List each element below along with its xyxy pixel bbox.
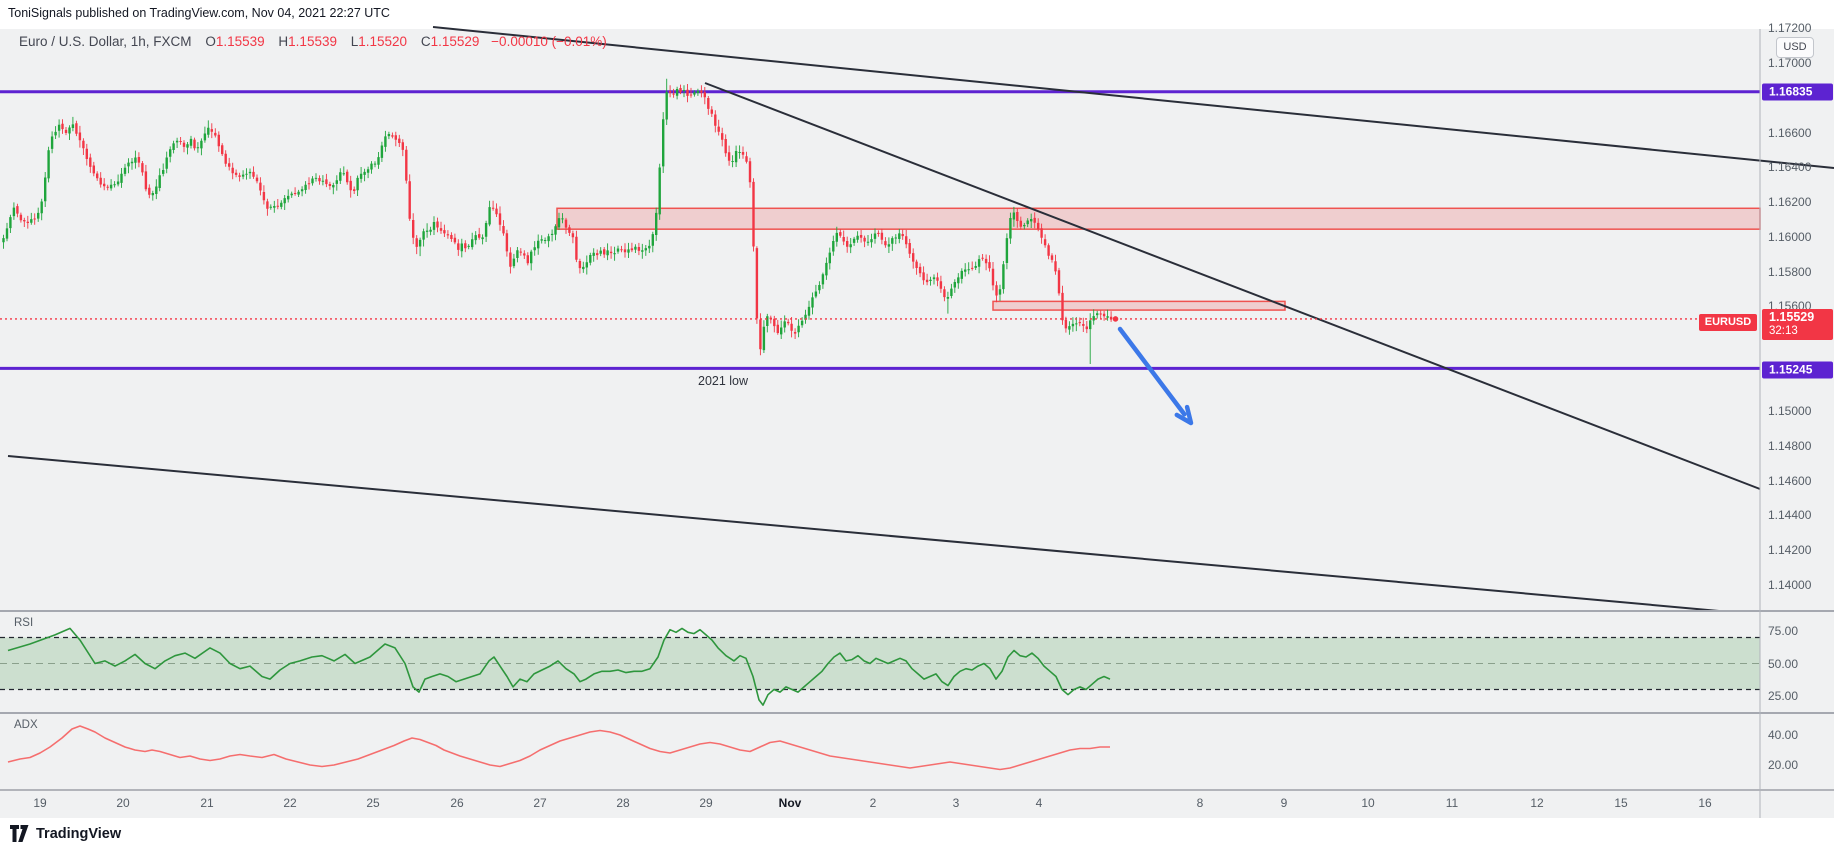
last-price-value: 1.15529 (1769, 310, 1815, 325)
indicator-axis-label: 75.00 (1768, 624, 1799, 638)
time-axis-label: 4 (1035, 796, 1043, 810)
time-axis-label: 28 (616, 796, 630, 810)
low-label: L (350, 34, 359, 49)
time-axis-label: 21 (200, 796, 214, 810)
price-axis-label: 1.16600 (1768, 126, 1812, 140)
indicator-axis-label: 40.00 (1768, 728, 1799, 742)
time-axis-label: 8 (1196, 796, 1204, 810)
last-price-dot (1112, 316, 1119, 322)
adx-line (7, 725, 1110, 771)
projection-arrow-head (1174, 404, 1194, 426)
price-axis-label: 1.14200 (1768, 543, 1812, 557)
time-axis-label: 22 (283, 796, 297, 810)
tradingview-logo-icon (10, 825, 29, 842)
supply-zone-box[interactable] (556, 207, 1761, 230)
high-label: H (278, 34, 289, 49)
open-value: 1.15539 (215, 34, 265, 49)
close-label: C (420, 34, 431, 49)
rsi-pane-label[interactable]: RSI (14, 617, 34, 629)
time-axis-label: 12 (1530, 796, 1544, 810)
time-axis-label: 10 (1361, 796, 1375, 810)
low-value: 1.15520 (358, 34, 408, 49)
time-axis-label: 11 (1445, 796, 1459, 810)
price-axis-label: 1.14400 (1768, 508, 1812, 522)
level-badge-upper: 1.16835 (1762, 83, 1833, 101)
indicator-axis-label: 25.00 (1768, 689, 1799, 703)
bar-countdown: 32:13 (1769, 325, 1798, 338)
trendline[interactable] (7, 455, 1720, 612)
tradingview-logo-text: TradingView (36, 825, 122, 842)
change-value: −0.00010 (−0.01%) (491, 34, 607, 49)
price-axis-label: 1.17000 (1768, 56, 1812, 70)
time-axis-label: Nov (778, 796, 802, 810)
price-axis-label: 1.14000 (1768, 578, 1812, 592)
close-value: 1.15529 (430, 34, 480, 49)
last-price-symbol-tag: EURUSD (1699, 314, 1757, 331)
symbol-title[interactable]: Euro / U.S. Dollar, 1h, FXCM (19, 34, 192, 49)
level-badge-lower: 1.15245 (1762, 361, 1833, 379)
chart-background (0, 29, 1834, 818)
time-axis-label: 19 (33, 796, 47, 810)
price-axis-label: 1.16400 (1768, 160, 1812, 174)
time-axis-label: 27 (533, 796, 547, 810)
time-axis-label: 25 (366, 796, 380, 810)
indicator-axis-label: 20.00 (1768, 758, 1799, 772)
time-axis-label: 3 (952, 796, 960, 810)
time-axis-label: 16 (1698, 796, 1712, 810)
trendline[interactable] (432, 26, 1834, 169)
time-axis-label: 2 (869, 796, 877, 810)
publish-attribution: ToniSignals published on TradingView.com… (8, 6, 390, 20)
projection-arrow-shaft[interactable] (1117, 326, 1187, 417)
price-axis-label: 1.14600 (1768, 474, 1812, 488)
price-axis-label: 1.16000 (1768, 230, 1812, 244)
price-axis-label: 1.16200 (1768, 195, 1812, 209)
price-axis-label: 1.14800 (1768, 439, 1812, 453)
trendline[interactable] (704, 82, 1761, 490)
time-axis-label: 20 (116, 796, 130, 810)
time-axis-label: 15 (1614, 796, 1628, 810)
time-axis-label: 29 (699, 796, 713, 810)
price-axis-label: 1.17200 (1768, 21, 1812, 35)
2021-low-label[interactable]: 2021 low (698, 374, 749, 388)
chart-legend: Euro / U.S. Dollar, 1h, FXCM O1.15539 H1… (19, 34, 607, 49)
currency-badge[interactable]: USD (1776, 37, 1814, 58)
candlestick-series (2, 78, 1113, 364)
open-label: O (205, 34, 216, 49)
rsi-line (7, 627, 1111, 706)
high-value: 1.15539 (288, 34, 337, 49)
last-price-badge: 1.15529 32:13 (1762, 309, 1833, 341)
price-axis-label: 1.15800 (1768, 265, 1812, 279)
time-axis-label: 9 (1280, 796, 1288, 810)
indicator-axis-label: 50.00 (1768, 657, 1799, 671)
supply-zone-box[interactable] (992, 300, 1286, 311)
time-axis-label: 26 (450, 796, 464, 810)
adx-pane-label[interactable]: ADX (14, 719, 38, 731)
price-axis-label: 1.15000 (1768, 404, 1812, 418)
tradingview-logo[interactable]: TradingView (10, 825, 121, 842)
